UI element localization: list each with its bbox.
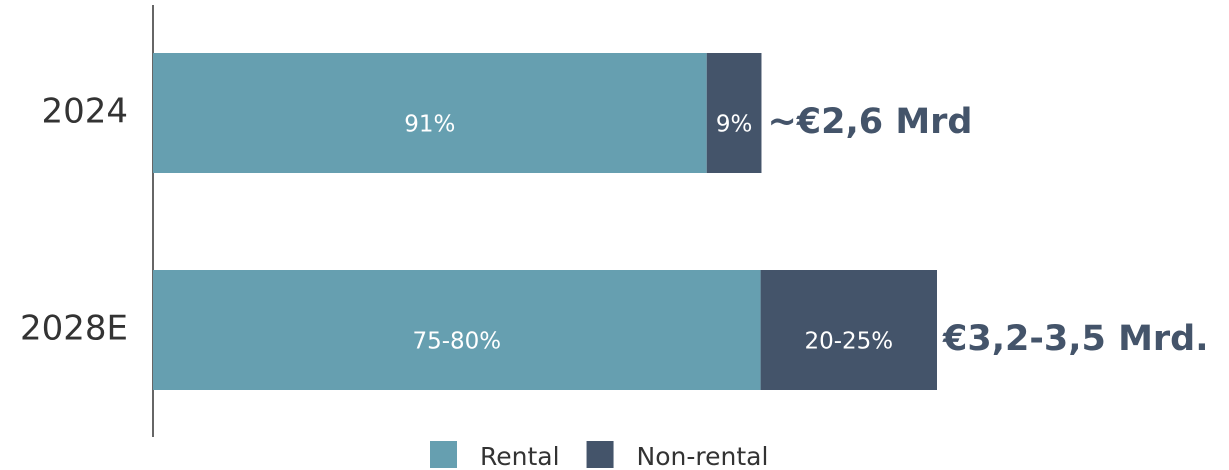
legend-label: Rental: [480, 442, 560, 470]
segment-label: 91%: [404, 112, 455, 138]
bar-segment: [706, 53, 762, 173]
total-label: ~€2,6 Mrd: [767, 102, 972, 142]
bar-segment: [760, 270, 937, 390]
segment-label: 20-25%: [804, 329, 893, 355]
bar-segment: [153, 53, 707, 173]
legend-swatch: [430, 441, 457, 468]
segment-label: 75-80%: [412, 329, 501, 355]
segment-label: 9%: [716, 112, 753, 138]
y-tick-label: 2024: [41, 92, 128, 132]
total-label: €3,2-3,5 Mrd.: [942, 319, 1209, 359]
legend-label: Non-rental: [637, 442, 769, 470]
legend-swatch: [586, 441, 614, 468]
y-tick-label: 2028E: [20, 309, 128, 349]
bar-segment: [153, 270, 761, 390]
